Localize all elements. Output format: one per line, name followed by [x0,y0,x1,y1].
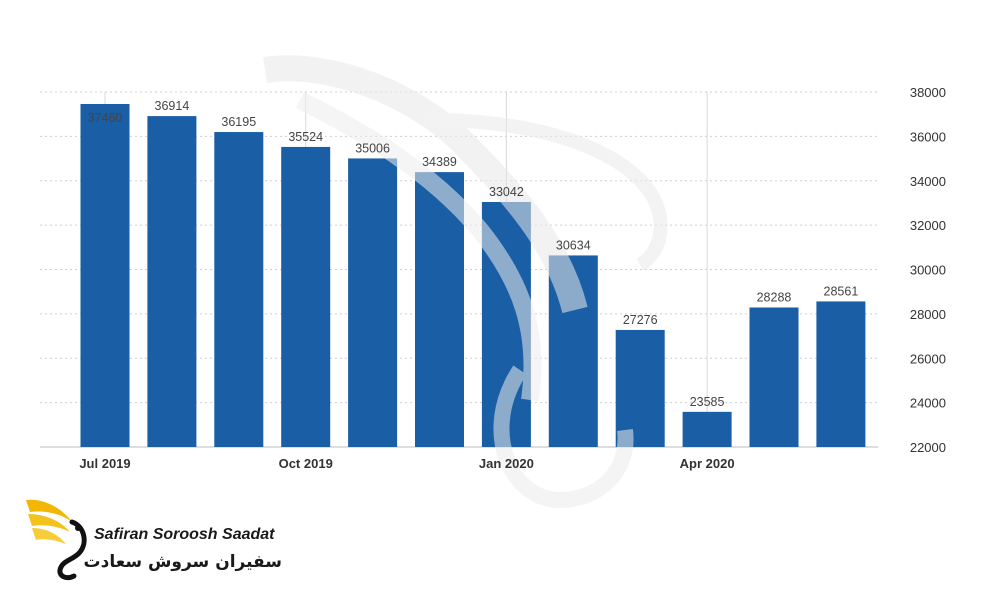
x-tick-label: Jan 2020 [479,456,534,471]
bar [348,158,398,447]
data-label: 36914 [155,99,190,113]
y-tick-label: 22000 [910,440,946,455]
x-tick-label: Apr 2020 [680,456,735,471]
data-label: 27276 [623,313,658,327]
bar [281,146,331,447]
bar [415,172,464,447]
data-label: 36195 [221,115,256,129]
brand-name-english: Safiran Soroosh Saadat [94,526,275,543]
x-tick-label: Jul 2019 [79,456,130,471]
bar-series [80,103,866,447]
data-label: 28561 [824,284,859,298]
data-label: 33042 [489,185,524,199]
data-labels: 37460 36914 36195 35524 35006 34389 33042 30634… [88,99,859,409]
y-tick-label: 24000 [910,396,946,411]
y-tick-label: 34000 [910,174,946,189]
y-axis-ticks: 22000 24000 26000 28000 30000 32000 34000 36000… [910,85,946,455]
data-label: 30634 [556,238,591,252]
bar [749,307,799,447]
data-label: 23585 [690,395,725,409]
x-tick-label: Oct 2019 [279,456,333,471]
y-tick-label: 32000 [910,218,946,233]
watermark-swirl-graphic [263,55,668,509]
y-tick-label: 30000 [910,263,946,278]
bar [682,411,732,447]
data-label: 28288 [757,290,792,304]
bar [80,103,130,447]
y-tick-label: 38000 [910,85,946,100]
wing-logo-icon [26,499,87,581]
data-label: 35006 [355,141,390,155]
y-tick-label: 28000 [910,307,946,322]
y-tick-label: 26000 [910,351,946,366]
brand-name-persian: سفیران سروش سعادت [83,552,282,572]
bar [214,132,264,447]
x-axis-ticks: Jul 2019 Oct 2019 Jan 2020 Apr 2020 [79,456,734,471]
bar [147,116,197,447]
y-tick-label: 36000 [910,129,946,144]
data-label: 37460 [88,111,123,125]
data-label: 34389 [422,155,457,169]
data-label: 35524 [288,130,323,144]
bar [816,301,866,447]
brand-watermark: Safiran Soroosh Saadat سفیران سروش سعادت [22,492,292,582]
bar [615,329,665,447]
